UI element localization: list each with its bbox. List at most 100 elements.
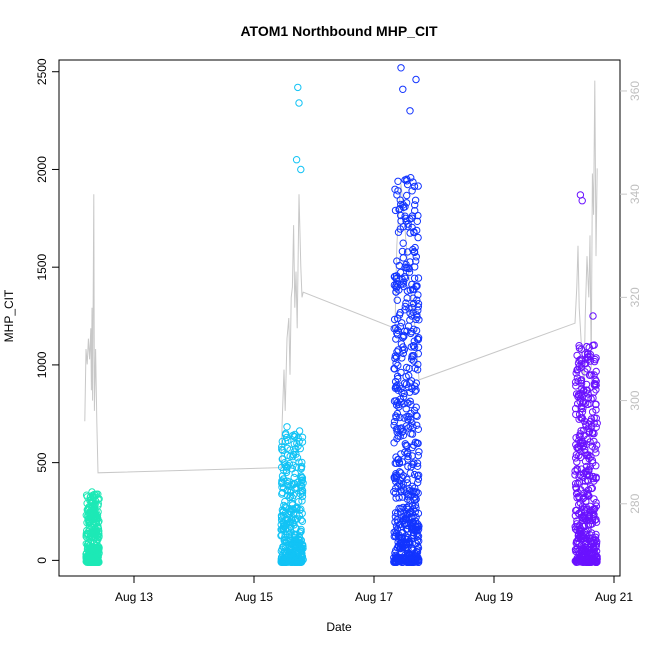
data-point [414,274,423,282]
data-point [410,285,418,293]
data-point [390,417,399,426]
data-point [584,521,593,529]
data-point [395,382,404,390]
data-point [391,509,400,517]
data-point [579,398,588,406]
data-point [414,425,422,433]
data-point [412,326,421,335]
data-point [412,315,420,324]
y-tick-label: 2500 [35,58,49,85]
data-point [396,322,405,331]
data-point [402,199,411,207]
data-point [394,177,402,186]
data-point [409,308,417,316]
data-point [411,196,420,205]
data-point [295,511,303,520]
x-tick-label: Aug 13 [115,590,153,604]
data-point [411,493,419,501]
data-point [396,476,404,484]
data-point [95,495,103,503]
y-tick-label: 2000 [35,156,49,183]
data-point [592,449,600,457]
data-point [401,440,409,448]
data-point [392,324,400,332]
data-point [588,516,596,524]
data-point [396,205,404,213]
data-point [592,462,600,470]
data-point [399,528,407,537]
data-point [584,477,592,485]
data-point [410,274,419,282]
data-point [279,508,287,516]
data-point [292,156,301,164]
data-point [295,99,303,107]
data-point [396,413,404,422]
data-point [294,83,302,92]
data-point [412,411,420,419]
data-point [391,377,400,386]
data-point [415,522,423,530]
data-point [297,473,306,482]
point-cluster-4 [571,191,601,566]
x-tick-label: Aug 19 [475,590,513,604]
data-point [410,299,418,308]
data-point [394,314,402,323]
data-point [283,480,292,488]
data-point [591,445,599,453]
data-point [412,403,420,411]
data-point [278,490,286,498]
data-point [414,451,422,460]
data-point [283,423,291,431]
data-point [297,516,305,524]
data-point [412,386,420,394]
data-point [573,458,581,466]
data-point [587,395,595,403]
data-point [410,182,419,191]
data-point [89,557,97,565]
data-point [403,475,411,484]
data-point [391,472,399,480]
point-cluster-2 [277,83,307,566]
data-point [402,405,410,413]
data-point [398,538,406,546]
data-point [413,412,421,420]
data-point [590,388,598,396]
data-point [583,470,591,478]
data-point [588,422,596,431]
data-point [411,523,420,531]
data-point [414,306,422,315]
data-point [411,243,419,252]
data-point [573,351,581,360]
data-point [591,380,600,388]
data-point [396,196,404,204]
data-point [292,503,301,511]
data-point [278,477,286,485]
data-point [292,542,301,551]
data-point [590,437,598,446]
data-point [404,462,412,471]
data-point [580,544,588,553]
data-point [395,286,403,294]
data-point [405,371,413,380]
data-point [573,523,581,531]
data-point [392,477,400,486]
data-point [291,433,299,441]
data-point [577,377,585,385]
y2-tick-label: 360 [628,81,642,101]
data-point [401,302,409,311]
data-point [582,386,590,394]
data-point [414,509,423,518]
x-tick-label: Aug 15 [235,590,273,604]
data-point [414,475,423,483]
data-point [582,497,590,506]
data-point [404,383,413,391]
data-point [414,233,422,242]
data-point [402,264,411,272]
point-cluster-1 [82,488,103,566]
data-point [584,554,592,562]
data-point [581,477,589,485]
data-point [394,228,403,236]
data-point [278,437,286,446]
data-point [580,528,589,536]
